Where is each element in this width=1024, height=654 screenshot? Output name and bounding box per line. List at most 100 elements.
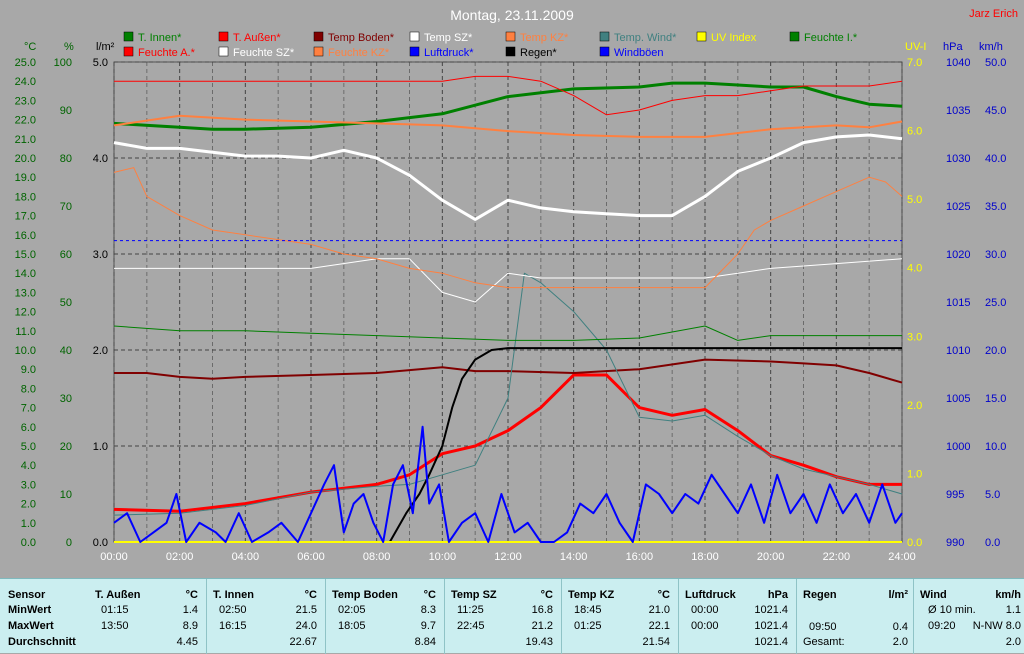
legend-swatch-6 [696,31,707,42]
legend-label-4: Temp KZ* [520,32,569,44]
tick-label-temp: 23.0 [15,95,36,107]
stats-col-header: Luftdruck [685,589,736,601]
avg-value: 1021.4 [754,636,788,648]
tick-label-uv: 6.0 [907,126,922,138]
max-value: 9.7 [420,620,436,632]
stats-col-temp-boden: Temp Boden °C 02:05 8.3 18:05 9.7 8.84 [325,579,444,654]
tick-label-hum: 20 [60,441,72,453]
legend-label-12: Regen* [520,47,557,59]
min-time: 01:15 [101,604,129,616]
tick-label-press: 1035 [946,105,970,117]
legend-swatch-11 [409,46,420,57]
legend: T. Innen* T. Außen* Temp Boden* Temp SZ* Tem… [123,31,858,59]
tick-label-temp: 18.0 [15,191,36,203]
tick-label-temp: 19.0 [15,172,36,184]
tick-label-press: 1010 [946,345,970,357]
min-time: 02:50 [219,604,247,616]
tick-label-uv: 5.0 [907,194,922,206]
tick-label-temp: 24.0 [15,76,36,88]
x-tick-label: 02:00 [166,551,194,563]
legend-swatch-5 [599,31,610,42]
tick-label-uv: 7.0 [907,57,922,69]
series-line-7 [114,75,903,116]
row-label-min: MinWert [8,604,52,616]
x-axis: 00:00 02:00 04:00 06:00 08:00 10:00 12:00 14:00… [100,551,916,563]
legend-label-1: T. Außen* [233,32,281,44]
max-time: 00:00 [691,620,719,632]
tick-label-press: 1025 [946,201,970,213]
tick-label-press: 1030 [946,153,970,165]
tick-label-wind: 30.0 [985,249,1006,261]
tick-label-temp: 2.0 [21,499,36,511]
tick-label-temp: 7.0 [21,403,36,415]
x-tick-label: 10:00 [429,551,457,563]
tick-label-hum: 70 [60,201,72,213]
legend-label-5: Temp. Wind* [614,32,677,44]
tick-label-hum: 90 [60,105,72,117]
x-tick-label: 20:00 [757,551,785,563]
stats-col-unit: °C [540,589,553,601]
stats-header-sensor: Sensor [8,589,46,601]
tick-label-press: 990 [946,537,964,549]
legend-swatch-4 [505,31,516,42]
tick-label-rain: 2.0 [93,345,108,357]
stats-col-unit: °C [304,589,317,601]
series-line-0 [113,81,903,131]
series-line-8 [114,258,903,303]
x-tick-label: 24:00 [888,551,916,563]
tick-label-rain: 4.0 [93,153,108,165]
tick-label-temp: 14.0 [15,268,36,280]
series-line-9 [113,167,903,289]
tick-label-press: 995 [946,489,964,501]
stats-col-regen: Regen l/m² 09:50 0.4 Gesamt: 2.0 [796,579,913,654]
series-line-5 [113,272,903,516]
series-line-6 [113,325,902,341]
min-time: 11:25 [457,604,484,616]
tick-label-temp: 13.0 [15,287,36,299]
tick-label-hum: 80 [60,153,72,165]
tick-label-uv: 3.0 [907,331,922,343]
legend-label-3: Temp SZ* [424,32,473,44]
legend-label-2: Temp Boden* [328,32,395,44]
tick-label-press: 1000 [946,441,970,453]
stats-col-temp-sz: Temp SZ °C 11:25 16.8 22:45 21.2 19.43 [444,579,561,654]
avg-value: 19.43 [525,636,553,648]
legend-label-11: Luftdruck* [424,47,474,59]
legend-swatch-8 [123,46,134,57]
tick-label-press: 1020 [946,249,970,261]
tick-label-rain: 5.0 [93,57,108,69]
tick-label-press: 1015 [946,297,970,309]
legend-swatch-0 [123,31,134,42]
unit-label-wind: km/h [979,41,1003,53]
avg-value: 4.45 [176,636,198,648]
tick-label-hum: 0 [66,537,72,549]
tick-label-wind: 5.0 [985,489,1000,501]
x-tick-label: 06:00 [297,551,325,563]
tick-label-hum: 40 [60,345,72,357]
author-label: Jarz Erich [969,8,1018,20]
plot-area [113,61,903,543]
min-value: 8.3 [420,604,436,616]
tick-label-rain: 1.0 [93,441,108,453]
tick-label-wind: 20.0 [985,345,1006,357]
stats-col-labels: Sensor MinWert MaxWert Durchschnitt [0,579,89,654]
unit-label-uv: UV-I [905,41,926,53]
stats-col-header: Temp KZ [568,589,615,601]
stats-col-temp-kz: Temp KZ °C 18:45 21.0 01:25 22.1 21.54 [561,579,678,654]
statistics-panel: Sensor MinWert MaxWert Durchschnitt T. A… [0,578,1024,654]
tick-label-rain: 0.0 [93,537,108,549]
max-value: 8.9 [182,620,198,632]
tick-label-hum: 30 [60,393,72,405]
tick-label-temp: 20.0 [15,153,36,165]
tick-label-temp: 12.0 [15,307,36,319]
tick-label-wind: 25.0 [985,297,1006,309]
tick-label-temp: 25.0 [15,57,36,69]
x-tick-label: 22:00 [823,551,851,563]
stats-col-header: Temp SZ [451,589,497,601]
max-time: 13:50 [101,620,129,632]
tick-label-uv: 1.0 [907,468,922,480]
legend-label-0: T. Innen* [138,32,182,44]
stats-col-wind: Wind km/h Ø 10 min. 1.1 09:20 N-NW 8.0 2.0 [913,579,1024,654]
legend-swatch-7 [789,31,800,42]
tick-label-uv: 0.0 [907,537,922,549]
